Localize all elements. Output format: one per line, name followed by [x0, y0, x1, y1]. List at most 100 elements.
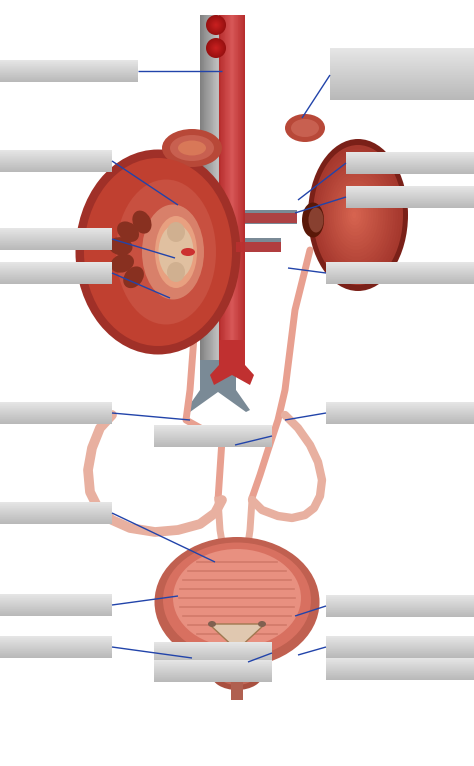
- Bar: [212, 15, 224, 370]
- Bar: [219, 15, 245, 355]
- Bar: [209, 15, 227, 370]
- Ellipse shape: [315, 149, 401, 281]
- Ellipse shape: [325, 166, 388, 264]
- Bar: [213, 15, 222, 370]
- Bar: [206, 15, 230, 370]
- Ellipse shape: [206, 38, 226, 58]
- Ellipse shape: [352, 211, 356, 218]
- Ellipse shape: [210, 42, 222, 54]
- Ellipse shape: [210, 43, 221, 54]
- Ellipse shape: [328, 169, 386, 260]
- Bar: [210, 15, 226, 370]
- Ellipse shape: [342, 194, 369, 236]
- Ellipse shape: [213, 44, 219, 51]
- Ellipse shape: [209, 41, 223, 55]
- Ellipse shape: [213, 22, 219, 28]
- Ellipse shape: [173, 549, 301, 647]
- Ellipse shape: [321, 159, 393, 271]
- Ellipse shape: [207, 16, 225, 34]
- Bar: [231, 15, 233, 355]
- Bar: [245, 213, 297, 223]
- Ellipse shape: [142, 205, 204, 300]
- Bar: [229, 15, 235, 355]
- Ellipse shape: [213, 45, 219, 51]
- Bar: [226, 15, 238, 355]
- Ellipse shape: [163, 542, 311, 657]
- Bar: [220, 15, 244, 355]
- Bar: [224, 15, 240, 355]
- Ellipse shape: [285, 114, 325, 142]
- Polygon shape: [209, 624, 265, 650]
- Bar: [236, 238, 281, 252]
- Bar: [223, 15, 241, 355]
- Ellipse shape: [334, 180, 379, 250]
- Ellipse shape: [215, 47, 218, 49]
- Ellipse shape: [207, 39, 225, 57]
- Ellipse shape: [336, 184, 376, 247]
- Ellipse shape: [323, 162, 391, 267]
- Ellipse shape: [214, 46, 218, 50]
- Ellipse shape: [331, 176, 381, 254]
- Ellipse shape: [215, 25, 217, 26]
- Ellipse shape: [207, 38, 225, 57]
- Ellipse shape: [208, 621, 216, 627]
- Ellipse shape: [218, 663, 256, 685]
- Ellipse shape: [350, 208, 359, 222]
- Bar: [245, 210, 297, 224]
- Ellipse shape: [158, 224, 193, 280]
- Ellipse shape: [211, 658, 263, 690]
- Bar: [228, 15, 236, 355]
- Ellipse shape: [210, 20, 221, 31]
- Ellipse shape: [308, 139, 408, 291]
- Ellipse shape: [213, 21, 219, 28]
- Bar: [216, 15, 220, 370]
- Ellipse shape: [155, 537, 319, 667]
- Ellipse shape: [344, 198, 366, 233]
- Ellipse shape: [132, 211, 152, 234]
- Ellipse shape: [84, 158, 232, 346]
- Bar: [221, 15, 243, 355]
- Ellipse shape: [348, 205, 361, 225]
- Ellipse shape: [309, 208, 323, 233]
- Ellipse shape: [215, 24, 218, 26]
- Ellipse shape: [170, 135, 214, 161]
- Ellipse shape: [178, 140, 206, 155]
- Bar: [205, 15, 230, 370]
- Ellipse shape: [207, 15, 225, 34]
- Bar: [236, 242, 281, 252]
- Ellipse shape: [317, 152, 398, 278]
- Ellipse shape: [210, 19, 222, 31]
- Ellipse shape: [212, 44, 220, 52]
- Ellipse shape: [313, 145, 403, 285]
- Ellipse shape: [206, 15, 226, 35]
- Ellipse shape: [181, 248, 195, 256]
- Ellipse shape: [212, 21, 220, 29]
- Bar: [208, 15, 228, 370]
- Ellipse shape: [155, 216, 197, 288]
- Bar: [203, 15, 233, 370]
- Bar: [222, 15, 242, 355]
- Ellipse shape: [214, 23, 218, 27]
- Ellipse shape: [211, 21, 221, 30]
- Bar: [226, 15, 237, 355]
- Ellipse shape: [258, 621, 266, 627]
- Ellipse shape: [346, 201, 364, 229]
- Ellipse shape: [210, 18, 223, 31]
- Ellipse shape: [291, 119, 319, 137]
- Ellipse shape: [209, 18, 223, 32]
- Ellipse shape: [117, 221, 139, 242]
- Bar: [215, 15, 221, 370]
- Ellipse shape: [337, 187, 374, 243]
- Bar: [217, 15, 219, 370]
- Ellipse shape: [110, 254, 134, 273]
- Bar: [204, 15, 232, 370]
- Bar: [201, 15, 235, 370]
- Bar: [204, 15, 231, 370]
- Ellipse shape: [208, 40, 224, 56]
- Bar: [207, 15, 229, 370]
- Ellipse shape: [116, 179, 216, 325]
- Ellipse shape: [109, 237, 133, 255]
- Ellipse shape: [167, 222, 185, 242]
- Ellipse shape: [319, 155, 396, 274]
- Polygon shape: [210, 340, 254, 385]
